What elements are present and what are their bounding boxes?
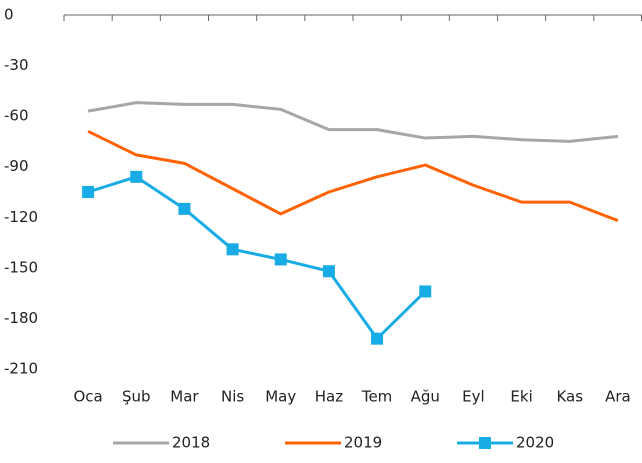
marker [178,202,191,215]
y-tick-label: -210 [4,360,38,378]
legend-label: 2019 [344,434,382,452]
x-tick-label: Mar [170,388,199,406]
y-tick-label: -120 [4,208,38,226]
y-tick-label: -30 [4,56,29,74]
x-tick-label: Eki [510,388,532,406]
x-tick-label: Oca [73,388,102,406]
legend-label: 2018 [172,434,210,452]
x-tick-label: Ara [605,388,631,406]
y-tick-label: -180 [4,309,38,327]
x-tick-label: May [265,388,296,406]
series-line [87,175,427,341]
series-line [87,129,619,223]
marker [82,186,95,198]
marker [371,332,384,345]
legend-marker [479,437,491,449]
y-tick-label: -150 [4,258,38,276]
marker [274,253,287,266]
marker [419,285,432,298]
legend-label: 2020 [516,434,554,452]
marker [322,265,335,278]
x-tick-label: Ağu [411,388,440,406]
x-tick-label: Nis [221,388,244,406]
marker [226,243,239,256]
x-tick-label: Tem [361,388,392,406]
marker [130,170,143,183]
series-line [87,101,619,143]
x-tick-label: Haz [315,388,343,406]
x-tick-label: Eyl [462,388,485,406]
y-tick-label: -90 [4,157,29,175]
x-tick-label: Şub [122,388,151,406]
y-tick-label: -60 [4,107,29,125]
y-tick-label: 0 [4,6,14,24]
x-tick-label: Kas [556,388,583,406]
